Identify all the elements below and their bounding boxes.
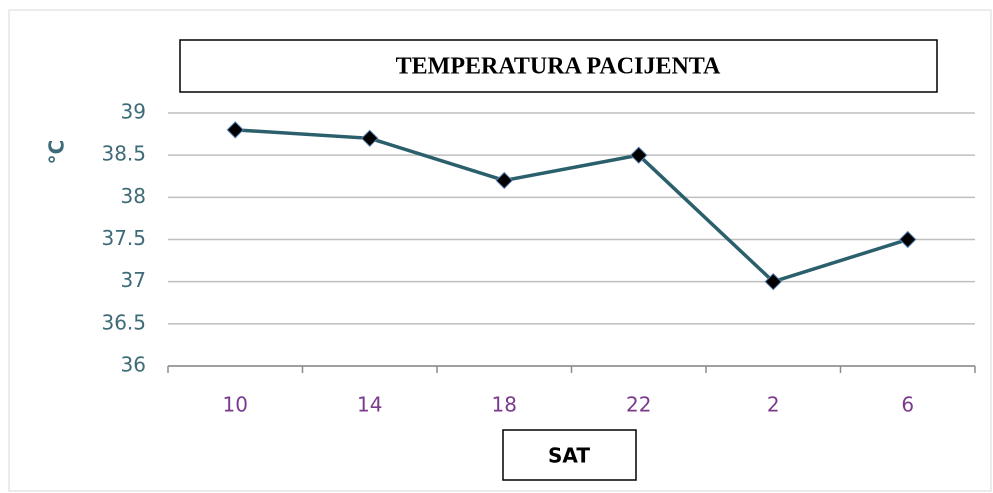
x-tick-label: 18: [492, 393, 517, 417]
y-tick-label: 37.5: [101, 226, 146, 250]
y-tick-label: 38: [121, 184, 146, 208]
line: [235, 128, 909, 284]
marker: [899, 230, 917, 249]
y-axis-label: °C: [45, 140, 69, 165]
marker: [630, 146, 648, 164]
marker: [495, 171, 513, 190]
x-tick-label: 2: [767, 393, 780, 417]
x-tick-label: 6: [901, 393, 914, 417]
marker: [361, 129, 379, 148]
x-tick-label: 22: [626, 393, 651, 417]
x-label-box: [502, 429, 637, 481]
y-tick-label: 37: [121, 268, 146, 292]
y-tick-label: 36.5: [101, 310, 146, 334]
chart-title: TEMPERATURA PACIJENTA: [396, 54, 721, 80]
y-tick-label: 39: [121, 100, 146, 124]
title-box: [179, 39, 938, 93]
marker: [226, 121, 244, 139]
x-tick-label: 10: [223, 393, 248, 417]
y-tick-label: 36: [121, 353, 146, 377]
marker: [764, 272, 782, 291]
y-tick-label: 38.5: [101, 142, 146, 166]
x-axis-label: SAT: [548, 444, 590, 468]
x-tick-label: 14: [357, 393, 382, 417]
